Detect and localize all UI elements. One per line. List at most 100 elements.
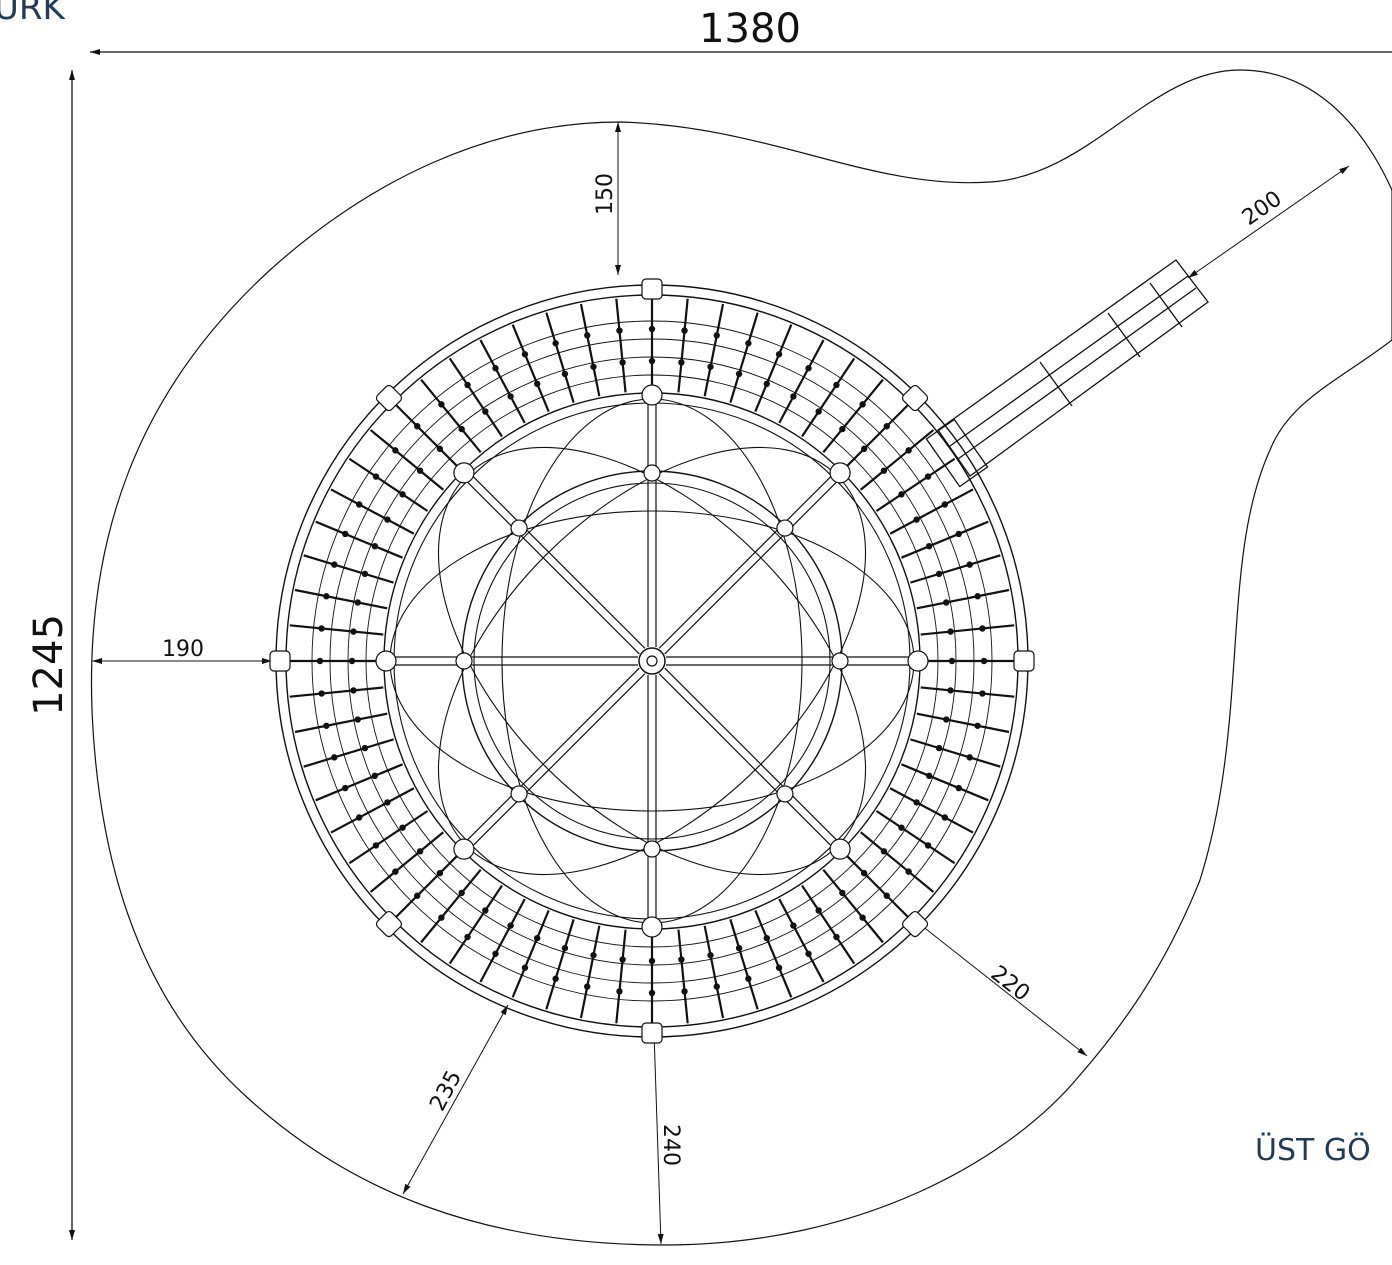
net-rope — [875, 810, 956, 865]
outer-post — [1013, 650, 1035, 672]
net-knot — [947, 628, 954, 635]
net-knot — [436, 445, 444, 453]
net-knot — [805, 950, 812, 957]
net-knot — [974, 593, 981, 600]
net-knot — [438, 401, 445, 408]
slide-clearance-label: 200 — [1238, 186, 1287, 231]
slide-clearance-dimension: 200 — [1187, 165, 1350, 279]
net-rope — [545, 919, 575, 1010]
net-rope — [579, 925, 601, 1019]
net-knot — [356, 814, 363, 821]
net-knot — [859, 914, 866, 921]
net-knot — [924, 842, 932, 849]
net-knot — [350, 628, 357, 635]
net-knot — [464, 381, 471, 389]
view-label-fragment: ÜST GÖ — [1255, 1133, 1371, 1168]
net-knot — [384, 516, 391, 523]
outer-post — [375, 910, 403, 938]
net-knot — [552, 975, 559, 982]
net-rope — [448, 357, 503, 438]
net-knot — [316, 657, 324, 665]
net-rope — [289, 624, 384, 636]
net-rope — [579, 303, 601, 397]
net-rope — [315, 520, 403, 559]
frame-post — [453, 838, 475, 860]
net-knot — [416, 848, 424, 855]
net-knot — [860, 869, 868, 877]
net-rope — [615, 929, 627, 1024]
left-clearance-label: 190 — [162, 637, 204, 662]
net-knot — [713, 983, 720, 990]
outer-post — [901, 384, 929, 412]
frame-post — [829, 838, 851, 860]
net-rope — [754, 910, 793, 998]
net-rope — [860, 831, 935, 893]
net-knot — [507, 922, 514, 929]
outer-post — [641, 1022, 663, 1044]
outer-post — [375, 384, 403, 412]
net-rope — [920, 624, 1015, 636]
net-knot — [521, 351, 529, 358]
climbing-frame — [269, 278, 1035, 1044]
net-knot — [354, 716, 361, 723]
net-knot — [392, 447, 399, 454]
frame-joint — [510, 519, 528, 537]
net-knot — [331, 561, 338, 568]
net-knot — [354, 599, 361, 606]
frame-joint — [776, 785, 794, 803]
net-rope — [420, 378, 482, 453]
net-rope — [703, 925, 725, 1019]
net-rope — [303, 738, 394, 768]
net-knot — [913, 799, 920, 806]
net-rope — [677, 298, 689, 393]
net-knot — [763, 934, 771, 942]
net-knot — [883, 423, 890, 430]
net-rope — [677, 929, 689, 1024]
lower-left-clearance-dimension: 235 — [402, 1004, 509, 1195]
net-knot — [438, 914, 445, 921]
net-rope — [901, 520, 989, 559]
net-rope — [348, 810, 429, 865]
net-knot — [561, 944, 569, 952]
net-rope — [875, 457, 956, 512]
net-rope — [545, 312, 575, 403]
net-knot — [859, 401, 866, 408]
net-knot — [458, 425, 465, 433]
overall-width-dimension: 1380 — [90, 6, 1392, 55]
net-knot — [507, 393, 514, 400]
frame-spoke — [664, 478, 841, 655]
net-knot — [384, 799, 391, 806]
corner-label-fragment: URK — [0, 0, 65, 28]
frame-joint — [831, 652, 849, 670]
net-rope — [910, 554, 1001, 584]
net-knot — [763, 380, 771, 388]
net-knot — [707, 363, 714, 370]
frame-post — [641, 384, 663, 406]
net-knot — [371, 772, 379, 780]
net-knot — [839, 425, 846, 433]
frame-spoke — [469, 673, 646, 850]
net-knot — [399, 491, 406, 498]
net-knot — [361, 570, 369, 578]
net-knot — [678, 359, 685, 366]
frame-joint — [455, 652, 473, 670]
net-knot — [342, 784, 349, 792]
net-rope — [842, 851, 911, 920]
net-knot — [883, 892, 890, 899]
net-knot — [735, 944, 743, 952]
net-knot — [833, 381, 840, 389]
net-knot — [590, 363, 597, 370]
frame-spoke — [469, 472, 646, 649]
net-knot — [492, 365, 499, 372]
net-rope — [729, 919, 759, 1010]
net-knot — [590, 952, 597, 959]
net-rope — [511, 910, 550, 998]
frame-spoke — [463, 478, 640, 655]
net-rope — [778, 339, 825, 424]
net-knot — [648, 957, 656, 965]
net-knot — [482, 408, 489, 415]
net-knot — [805, 365, 812, 372]
net-knot — [371, 542, 379, 550]
net-knot — [775, 351, 783, 358]
net-knot — [966, 561, 973, 568]
